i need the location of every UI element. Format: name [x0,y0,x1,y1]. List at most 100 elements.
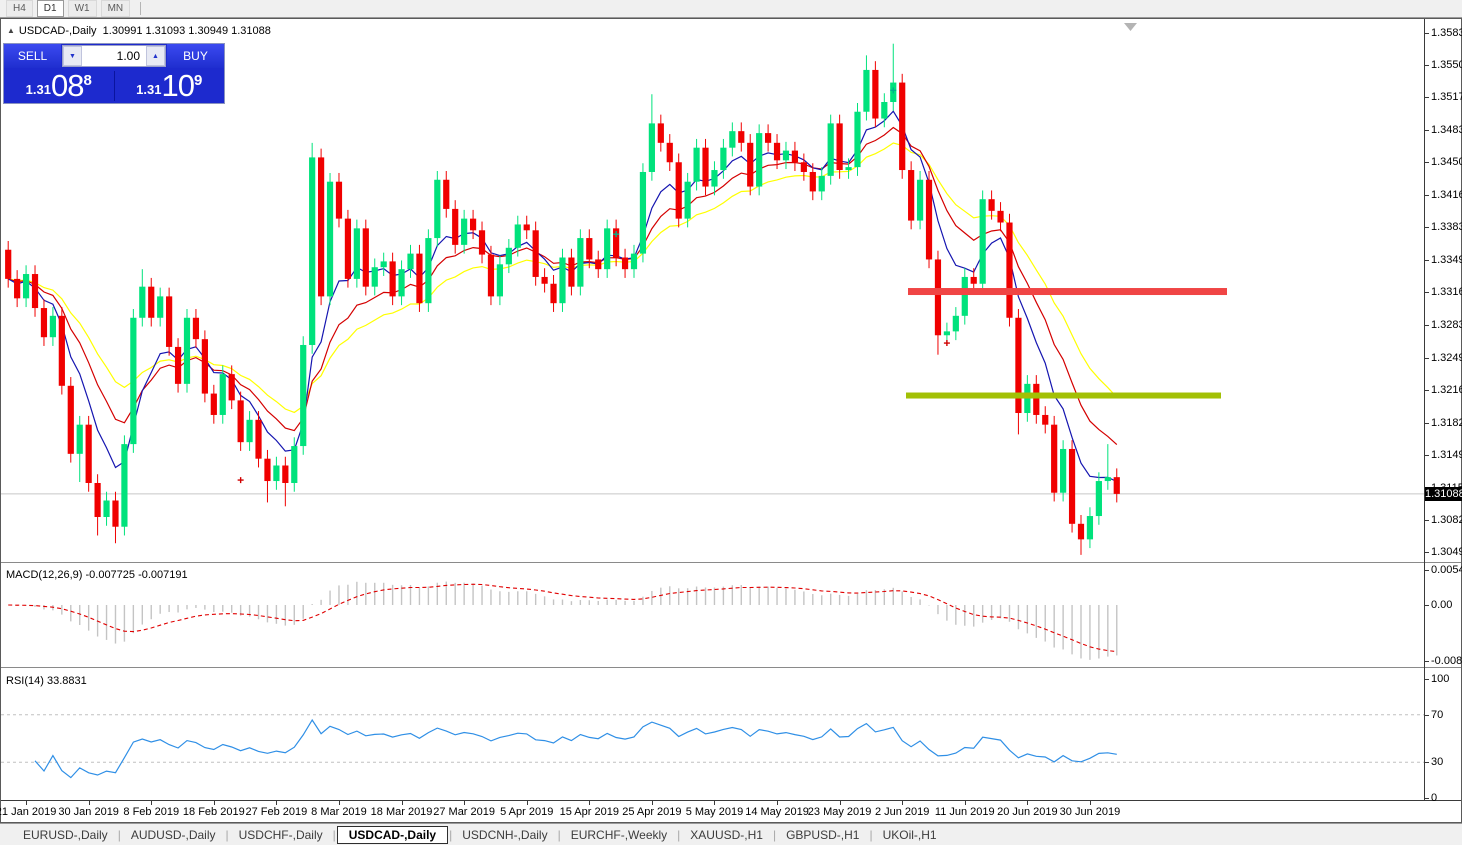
chart-tab[interactable]: USDCNH-,Daily [462,827,548,842]
time-axis[interactable]: 21 Jan 2019 30 Jan 2019 8 Feb 2019 18 Feb 2… [0,801,1425,820]
time-axis-label: 2 Jun 2019 [874,806,930,818]
trade-marker-icon [890,87,897,94]
macd-panel-divider[interactable] [1,562,1461,563]
candle-body [326,181,334,297]
tab-separator: | [677,827,681,842]
candle-body [729,131,736,148]
chart-tab[interactable]: EURUSD-,Daily [23,827,108,842]
candle-body [979,199,986,284]
sell-price[interactable]: 1.31 08 8 [4,68,114,103]
chart-tab[interactable]: USDCAD-,Daily [336,825,449,844]
price-divider [113,70,115,101]
price-axis-tick [1425,389,1429,391]
chart-title: ▲ USDCAD-,Daily 1.30991 1.31093 1.30949 1… [7,25,271,37]
price-axis-label: 1.34500 [1431,156,1462,169]
chart-tab[interactable]: XAUUSD-,H1 [690,827,763,842]
chart-tab[interactable]: AUDUSD-,Daily [130,827,216,842]
time-axis-label: 8 Feb 2019 [123,806,180,818]
candle-body [988,199,995,211]
candle-body [335,181,343,219]
time-axis-tick [526,801,528,805]
time-axis-label: 27 Feb 2019 [245,806,308,818]
price-axis-label: 1.32160 [1431,383,1462,396]
candle-body [1077,523,1085,540]
timeframe-button-d1[interactable]: D1 [36,0,64,17]
price-axis-label: 1.32830 [1431,318,1462,331]
rsi-axis-label: 30 [1431,756,1444,769]
buy-button[interactable]: BUY [167,44,224,68]
chart-tab[interactable]: EURCHF-,Weekly [570,827,668,842]
macd-panel[interactable] [1,565,1425,666]
chart-tab[interactable]: GBPUSD-,H1 [786,827,860,842]
timeframe-button-mn[interactable]: MN [100,0,131,17]
price-axis-label: 1.31820 [1431,416,1462,429]
candle-body [934,259,942,336]
time-axis-tick [902,801,904,805]
price-axis-tick [1425,454,1429,456]
candle-body [183,317,191,384]
candle-body [49,315,56,338]
candle-body [657,123,664,143]
chart-tab[interactable]: UKOil-,H1 [882,827,937,842]
candle-body [264,458,271,482]
tab-separator: | [869,827,873,842]
price-axis-tick [1425,33,1429,34]
time-axis-tick [464,801,466,805]
candle-body [943,331,950,336]
candle-body [14,278,21,299]
toolbar-separator [140,2,142,15]
rsi-value: 33.8831 [46,675,87,687]
macd-label: MACD(12,26,9) -0.007725 -0.007191 [6,569,188,581]
time-axis-tick [401,801,403,805]
rsi-axis-tick [1425,798,1429,799]
sell-button[interactable]: SELL [4,44,61,68]
price-axis[interactable]: 1.35830 1.35500 1.35170 1.34830 1.34500 1.341… [1425,19,1462,820]
candle-body [1051,424,1058,493]
time-axis-tick [777,801,779,805]
candle-body [1042,414,1049,425]
candle-body [1113,477,1120,494]
candle-body [112,500,119,527]
candle-body [997,210,1004,223]
candle-body [621,257,629,270]
candle-body [434,179,441,239]
buy-price[interactable]: 1.31 10 9 [115,68,225,103]
volume-decrease-button[interactable]: ▼ [63,46,82,66]
rsi-panel-divider[interactable] [1,667,1461,668]
rsi-panel[interactable] [1,671,1425,799]
candle-body [630,253,638,270]
candle-body [648,123,655,172]
candle-body [702,147,709,187]
candle-body [523,224,530,231]
candle-body [344,218,352,279]
candle-body [255,419,262,459]
candle-body [836,123,843,171]
candle-body [514,224,521,248]
resistance-line [908,288,1227,296]
time-axis-label: 23 May 2019 [807,806,872,818]
macd-signal-line [8,583,1117,653]
candle-body [94,482,101,518]
timeframe-button-w1[interactable]: W1 [67,0,97,17]
volume-increase-button[interactable]: ▲ [146,46,165,66]
chart-tab[interactable]: USDCHF-,Daily [238,827,323,842]
candle-body [532,230,539,277]
ohlc-values: 1.30991 1.31093 1.30949 1.31088 [102,25,271,37]
rsi-axis-label: 0 [1431,792,1438,804]
time-axis-label: 30 Jun 2019 [1059,806,1121,818]
price-axis-label: 1.34830 [1431,124,1462,137]
time-axis-tick [276,801,278,805]
main-price-chart[interactable] [1,19,1425,561]
price-axis-label: 1.31490 [1431,448,1462,461]
collapse-panel-icon[interactable]: ▲ [7,26,15,35]
candle-body [496,264,503,297]
price-axis-label: 1.34160 [1431,189,1462,202]
timeframe-button-h4[interactable]: H4 [6,0,33,17]
candle-body [613,228,620,258]
time-axis-label: 5 Apr 2019 [500,806,554,818]
candle-body [1006,222,1013,318]
time-axis-tick [338,801,340,805]
volume-input[interactable] [82,46,146,66]
candle-body [604,228,611,270]
candle-body [31,274,39,309]
